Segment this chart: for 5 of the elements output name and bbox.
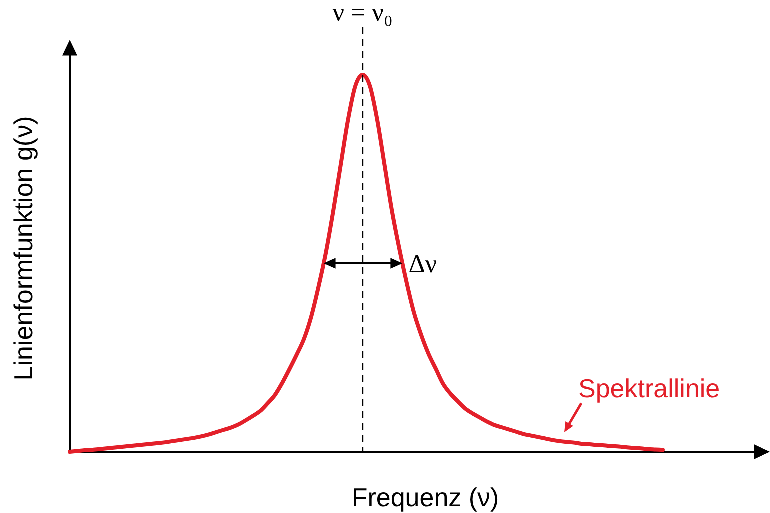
series-label: Spektrallinie	[578, 373, 720, 404]
annotation: Δν	[408, 250, 438, 278]
x-axis-title: Frequenz (ν)	[352, 482, 500, 512]
y-axis-title: Linienformfunktion g(ν)	[8, 116, 38, 381]
text: ν = ν₀	[332, 0, 393, 27]
